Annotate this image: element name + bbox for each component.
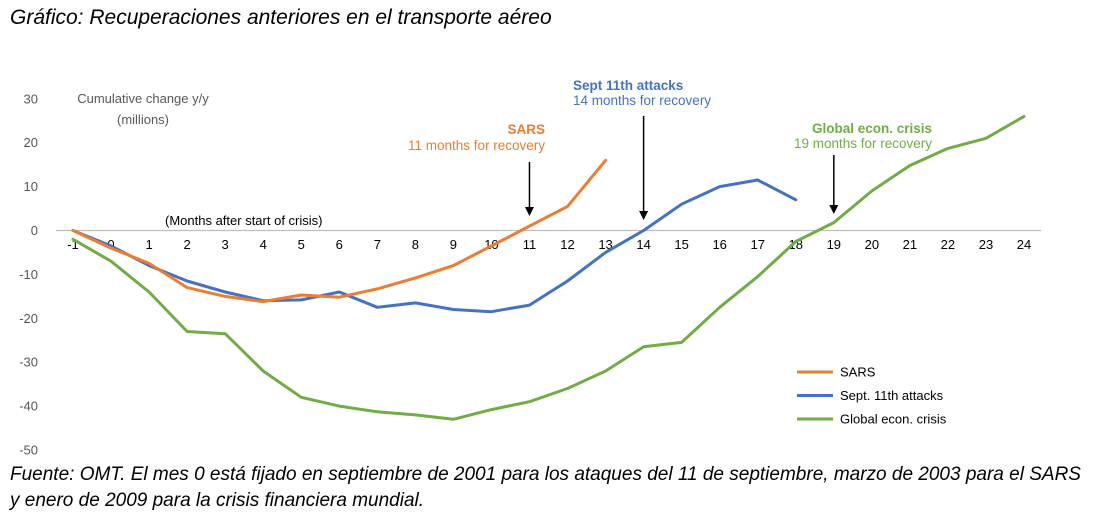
x-tick-label: 17 — [750, 237, 764, 252]
y-tick-label: -50 — [19, 443, 38, 458]
x-tick-label: 9 — [450, 237, 457, 252]
x-tick-label: 21 — [903, 237, 917, 252]
x-tick-label: 7 — [374, 237, 381, 252]
x-axis-ticks: -1 0 1 2 3 4 5 6 7 8 9 10 11 12 13 14 15 16 17 18 19 20 21 22 23… — [67, 237, 1031, 252]
x-tick-label: 8 — [412, 237, 419, 252]
x-tick-label: 15 — [674, 237, 688, 252]
annotation-subtitle: 11 months for recovery — [408, 138, 545, 153]
x-tick-label: 1 — [145, 237, 152, 252]
x-tick-label: 12 — [560, 237, 574, 252]
annotation-title: SARS — [507, 122, 545, 137]
annotation-arrow-head — [829, 205, 839, 214]
annotation-subtitle: 14 months for recovery — [573, 93, 711, 108]
y-tick-label: -20 — [19, 311, 38, 326]
x-tick-label: -1 — [67, 237, 79, 252]
x-tick-label: 20 — [865, 237, 879, 252]
legend-label: Global econ. crisis — [840, 412, 947, 427]
x-tick-label: 5 — [298, 237, 305, 252]
y-axis-ticks: 30 20 10 0 -10 -20 -30 -40 -50 — [19, 91, 38, 457]
x-tick-label: 22 — [941, 237, 955, 252]
x-tick-label: 2 — [184, 237, 191, 252]
x-tick-label: 14 — [636, 237, 650, 252]
x-tick-label: 6 — [336, 237, 343, 252]
x-tick-label: 11 — [523, 237, 537, 252]
x-tick-label: 16 — [712, 237, 726, 252]
x-tick-label: 19 — [827, 237, 841, 252]
y-tick-label: -30 — [19, 355, 38, 370]
source-note: Fuente: OMT. El mes 0 está fijado en sep… — [10, 464, 1081, 511]
x-axis-label: (Months after start of crisis) — [165, 213, 322, 228]
y-tick-label: 0 — [31, 223, 38, 238]
x-tick-label: 24 — [1017, 237, 1031, 252]
series-lines — [71, 114, 1026, 421]
y-axis-label-line-1: Cumulative change y/y — [77, 91, 209, 106]
annotation-subtitle: 19 months for recovery — [794, 136, 932, 151]
annotation-title: Sept 11th attacks — [573, 78, 683, 93]
page-title: Gráfico: Recuperaciones anteriores en el… — [10, 6, 552, 29]
y-tick-label: 10 — [24, 179, 38, 194]
legend-label: SARS — [840, 365, 876, 380]
annotation-arrow-head — [639, 211, 649, 220]
series-line-global-econ-crisis — [71, 114, 1026, 421]
legend: SARS Sept. 11th attacks Global econ. crisi… — [797, 365, 947, 427]
x-tick-label: 13 — [598, 237, 612, 252]
y-tick-label: 20 — [24, 135, 38, 150]
annotation-arrow-head — [524, 207, 534, 216]
series-line-sars — [71, 158, 608, 304]
x-tick-label: 23 — [979, 237, 993, 252]
y-tick-label: -40 — [19, 399, 38, 414]
legend-label: Sept. 11th attacks — [840, 388, 944, 403]
series-line-sept-11th-attacks — [71, 178, 798, 314]
y-tick-label: 30 — [24, 91, 38, 106]
y-tick-label: -10 — [19, 267, 38, 282]
x-tick-label: 3 — [222, 237, 229, 252]
x-tick-label: 4 — [260, 237, 267, 252]
y-axis-label-line-2: (millions) — [117, 112, 169, 127]
annotation-title: Global econ. crisis — [812, 121, 932, 136]
